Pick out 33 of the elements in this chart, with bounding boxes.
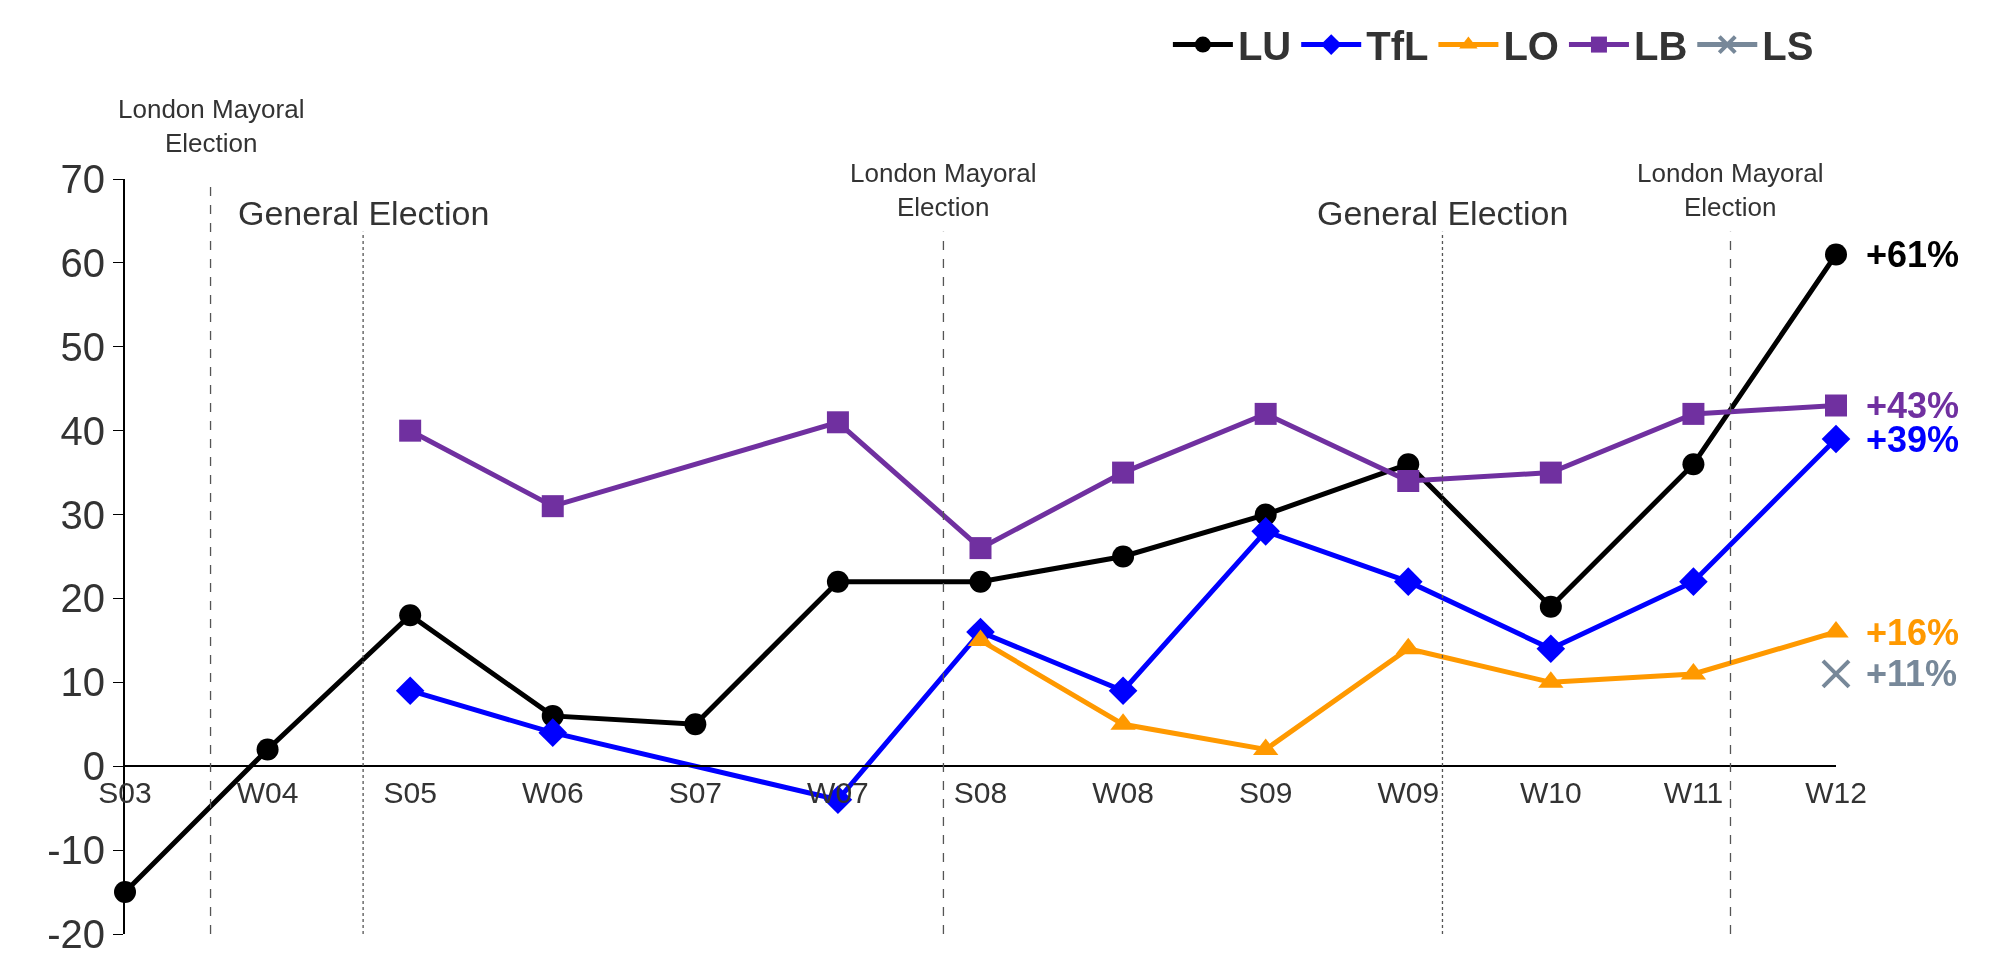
x-tick-label: S05 [383, 776, 437, 810]
y-tick-label: 40 [60, 408, 105, 453]
y-tick-label: 60 [60, 240, 105, 285]
annotation: +16% [1866, 612, 1960, 653]
annotation: General Election [238, 194, 490, 232]
x-tick-label: W04 [236, 776, 299, 810]
x-tick-label: W12 [1805, 776, 1867, 810]
y-tick-label: 10 [60, 660, 105, 705]
annotation: +11% [1866, 653, 1958, 694]
annotation: General Election [1317, 194, 1569, 232]
x-tick-label: S08 [953, 776, 1008, 810]
legend-label: LB [1633, 24, 1688, 69]
annotation: +61% [1866, 234, 1960, 275]
legend-label: LS [1762, 24, 1814, 69]
x-tick-label: W08 [1092, 776, 1154, 810]
y-tick-label: 50 [60, 324, 105, 369]
legend-label: LU [1237, 24, 1292, 69]
x-tick-label: W11 [1663, 776, 1724, 810]
annotation: London Mayoral Election [1637, 158, 1824, 222]
y-tick-label: -10 [47, 828, 105, 873]
x-tick-label: W06 [521, 776, 584, 810]
text: London Mayoral Election [118, 94, 305, 158]
legend-label: LO [1503, 24, 1559, 69]
annotation: London Mayoral Election [850, 158, 1037, 222]
y-tick-label: 20 [60, 576, 105, 621]
y-tick-label: -20 [47, 912, 105, 956]
legend-label: TfL [1366, 24, 1429, 69]
y-tick-label: 70 [60, 157, 105, 201]
x-tick-label: S09 [1238, 776, 1293, 810]
x-tick-label: W10 [1519, 776, 1582, 810]
x-tick-label: W09 [1377, 776, 1440, 810]
x-tick-label: S07 [668, 776, 723, 810]
y-tick-label: 30 [60, 492, 105, 537]
